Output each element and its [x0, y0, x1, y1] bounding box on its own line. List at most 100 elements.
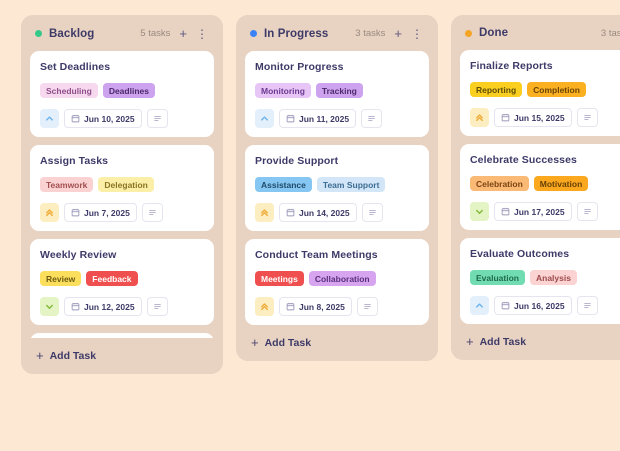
task-tag: Monitoring: [255, 83, 311, 98]
priority-high-icon[interactable]: [470, 296, 489, 315]
description-icon[interactable]: [576, 202, 598, 221]
task-title: Monitor Progress: [255, 61, 344, 73]
task-title: Celebrate Successes: [470, 154, 577, 166]
due-date-chip[interactable]: Jun 17, 2025: [494, 202, 572, 221]
task-tags: Assistance Team Support: [255, 177, 419, 192]
description-icon[interactable]: [576, 108, 598, 127]
task-title: Finalize Reports: [470, 60, 553, 72]
column-header: In Progress 3 tasks + ⋮: [245, 24, 429, 51]
task-meta: Jun 14, 2025: [255, 203, 419, 222]
task-tag: Celebration: [470, 176, 529, 191]
task-tags: Reporting Completion: [470, 82, 620, 97]
task-meta: Jun 16, 2025: [470, 296, 620, 315]
task-meta: Jun 17, 2025: [470, 202, 620, 221]
priority-low-icon[interactable]: [470, 202, 489, 221]
add-task-button[interactable]: + Add Task: [245, 325, 429, 352]
task-tags: Teamwork Delegation: [40, 177, 204, 192]
add-task-button[interactable]: + Add Task: [30, 338, 214, 365]
due-date-chip[interactable]: Jun 12, 2025: [64, 297, 142, 316]
due-date-chip[interactable]: Jun 14, 2025: [279, 203, 357, 222]
plus-icon: +: [466, 334, 474, 349]
description-icon[interactable]: [361, 109, 383, 128]
due-date-label: Jun 15, 2025: [514, 112, 565, 123]
due-date-chip[interactable]: Jun 10, 2025: [64, 109, 142, 128]
column-header: Done 3 tasks: [460, 24, 620, 50]
description-icon[interactable]: [146, 297, 168, 316]
task-tag: Scheduling: [40, 83, 98, 98]
task-card[interactable]: Assign Tasks Teamwork Delegation Jun 7, 202…: [30, 145, 214, 231]
due-date-label: Jun 12, 2025: [84, 301, 135, 312]
due-date-chip[interactable]: Jun 15, 2025: [494, 108, 572, 127]
task-title: Weekly Review: [40, 249, 117, 261]
status-dot-icon: [465, 29, 472, 37]
column-header: Backlog 5 tasks + ⋮: [30, 24, 214, 51]
task-tag: Teamwork: [40, 177, 94, 192]
plus-icon: +: [251, 335, 259, 350]
card-list: Finalize Reports Reporting Completion Jun 1…: [460, 50, 620, 324]
due-date-chip[interactable]: Jun 7, 2025: [64, 203, 137, 222]
add-card-icon[interactable]: +: [179, 26, 187, 41]
task-tags: Evaluation Analysis: [470, 270, 620, 285]
column-menu-icon[interactable]: ⋮: [196, 26, 208, 41]
task-tag: Deadlines: [102, 83, 155, 98]
plus-icon: +: [36, 348, 44, 363]
status-dot-icon: [250, 30, 257, 37]
priority-high-icon[interactable]: [255, 109, 274, 128]
calendar-icon: [286, 204, 295, 222]
task-card[interactable]: Weekly Review Review Feedback Jun 12, 2025: [30, 239, 214, 325]
task-card[interactable]: Conduct Team Meetings Meetings Collaborati…: [245, 239, 429, 325]
task-tags: Celebration Motivation: [470, 176, 620, 191]
due-date-chip[interactable]: Jun 16, 2025: [494, 296, 572, 315]
task-card[interactable]: Celebrate Successes Celebration Motivation…: [460, 144, 620, 230]
add-card-icon[interactable]: +: [394, 26, 402, 41]
description-icon[interactable]: [361, 203, 383, 222]
due-date-chip[interactable]: Jun 11, 2025: [279, 109, 357, 128]
task-tag: Team Support: [316, 177, 386, 192]
task-card[interactable]: Provide Support Assistance Team Support Jun…: [245, 145, 429, 231]
task-meta: Jun 11, 2025: [255, 109, 419, 128]
task-meta: Jun 8, 2025: [255, 297, 419, 316]
due-date-label: Jun 11, 2025: [299, 113, 350, 124]
task-tag: Motivation: [533, 176, 589, 191]
priority-medium-icon[interactable]: [255, 203, 274, 222]
column-menu-icon[interactable]: ⋮: [411, 26, 423, 41]
task-meta: Jun 12, 2025: [40, 297, 204, 316]
add-task-button[interactable]: + Add Task: [460, 324, 620, 351]
task-tag: Analysis: [529, 270, 577, 285]
task-card[interactable]: Set Deadlines Scheduling Deadlines Jun 10, …: [30, 51, 214, 137]
priority-medium-icon[interactable]: [255, 297, 274, 316]
description-icon[interactable]: [141, 203, 163, 222]
priority-low-icon[interactable]: [40, 297, 59, 316]
task-count: 3 tasks: [355, 28, 386, 39]
task-title: Set Deadlines: [40, 61, 111, 73]
description-icon[interactable]: [576, 296, 598, 315]
task-title: Provide Support: [255, 155, 339, 167]
due-date-label: Jun 16, 2025: [514, 300, 565, 311]
description-icon[interactable]: [356, 297, 378, 316]
task-tag: Collaboration: [308, 271, 376, 286]
priority-high-icon[interactable]: [40, 109, 59, 128]
priority-medium-icon[interactable]: [470, 108, 489, 127]
description-icon[interactable]: [146, 109, 168, 128]
calendar-icon: [71, 110, 80, 128]
column-title: Backlog: [49, 27, 95, 40]
calendar-icon: [286, 110, 295, 128]
column-title: Done: [479, 27, 509, 39]
due-date-label: Jun 14, 2025: [299, 207, 350, 218]
task-meta: Jun 7, 2025: [40, 203, 204, 222]
column-backlog: Backlog 5 tasks + ⋮ Set Deadlines Scheduling D…: [21, 15, 223, 374]
add-task-label: Add Task: [49, 349, 97, 362]
priority-medium-icon[interactable]: [40, 203, 59, 222]
task-tags: Monitoring Tracking: [255, 83, 419, 98]
task-meta: Jun 10, 2025: [40, 109, 204, 128]
due-date-label: Jun 8, 2025: [299, 301, 345, 312]
due-date-chip[interactable]: Jun 8, 2025: [279, 297, 352, 316]
task-card[interactable]: Finalize Reports Reporting Completion Jun 1…: [460, 50, 620, 136]
task-tag: Reporting: [470, 82, 523, 97]
task-tags: Meetings Collaboration: [255, 271, 419, 286]
calendar-icon: [501, 109, 510, 127]
task-card[interactable]: Evaluate Outcomes Evaluation Analysis Jun 1…: [460, 238, 620, 324]
due-date-label: Jun 10, 2025: [84, 113, 135, 124]
task-card[interactable]: Monitor Progress Monitoring Tracking Jun 11…: [245, 51, 429, 137]
task-card[interactable]: Gather ResourcesResourcesPreparationJun …: [30, 333, 214, 338]
